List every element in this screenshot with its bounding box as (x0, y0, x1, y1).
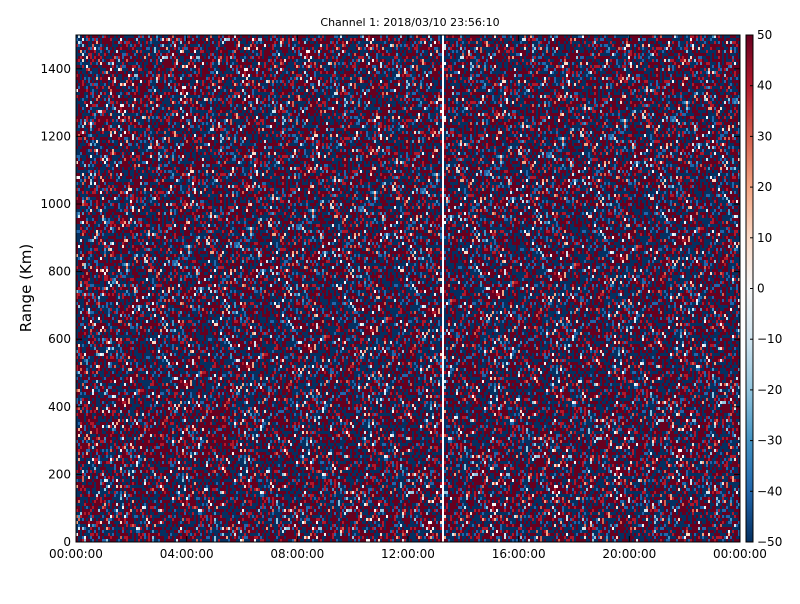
colorbar-tick-label: −30 (757, 434, 782, 448)
x-tick-label: 00:00:00 (713, 547, 767, 561)
colorbar-tick-label: 10 (757, 231, 772, 245)
y-axis-ticks: 0 200 400 600 800 1000 1200 1400 (40, 62, 740, 549)
colorbar-tick-label: 50 (757, 28, 772, 42)
heatmap-cells (76, 35, 740, 542)
y-tick-label: 0 (63, 535, 71, 549)
y-tick-label: 200 (48, 467, 71, 481)
x-tick-label: 00:00:00 (49, 547, 103, 561)
colorbar: 50 40 30 20 10 0 −10 −20 −30 −40 −50 (745, 28, 782, 549)
y-axis-label: Range (Km) (17, 244, 35, 332)
colorbar-tick-label: 40 (757, 79, 772, 93)
y-tick-label: 1400 (40, 62, 71, 76)
colorbar-tick-label: 0 (757, 282, 765, 296)
x-tick-label: 08:00:00 (270, 547, 324, 561)
colorbar-tick-label: −10 (757, 332, 782, 346)
y-tick-label: 600 (48, 332, 71, 346)
colorbar-tick-label: −40 (757, 484, 782, 498)
colorbar-tick-label: 20 (757, 180, 772, 194)
y-tick-label: 1000 (40, 197, 71, 211)
colorbar-tick-label: −20 (757, 383, 782, 397)
x-tick-label: 16:00:00 (492, 547, 546, 561)
colorbar-tick-label: 30 (757, 129, 772, 143)
chart-title: Channel 1: 2018/03/10 23:56:10 (320, 16, 499, 29)
x-tick-label: 20:00:00 (602, 547, 656, 561)
heatmap-image (76, 35, 740, 542)
x-tick-label: 12:00:00 (381, 547, 435, 561)
y-tick-label: 400 (48, 400, 71, 414)
y-tick-label: 800 (48, 265, 71, 279)
x-tick-label: 04:00:00 (160, 547, 214, 561)
colorbar-tick-label: −50 (757, 535, 782, 549)
x-axis-ticks: 00:00:00 04:00:00 08:00:00 12:00:00 16:00:00… (49, 35, 767, 561)
y-tick-label: 1200 (40, 129, 71, 143)
